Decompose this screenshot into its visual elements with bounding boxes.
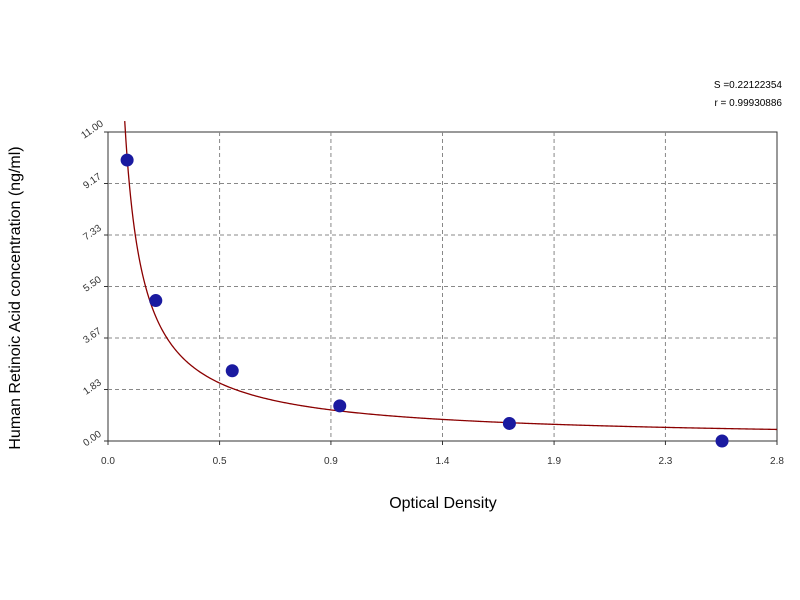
y-tick-label: 3.67 [81, 326, 104, 346]
data-point [225, 364, 239, 378]
data-points [120, 153, 729, 448]
x-axis: 0.0 0.5 0.9 1.4 1.9 2.3 2.8 [101, 441, 784, 467]
grid [108, 132, 777, 441]
y-tick-label: 5.50 [81, 274, 104, 294]
x-tick-label: 1.9 [547, 456, 561, 467]
x-tick-label: 0.0 [101, 456, 115, 467]
fit-curve [124, 121, 778, 431]
x-tick-label: 0.5 [213, 456, 227, 467]
x-tick-label: 2.3 [658, 456, 672, 467]
data-point [333, 399, 347, 413]
x-tick-label: 2.8 [770, 456, 784, 467]
y-axis-title: Human Retinoic Acid concentration (ng/ml… [7, 146, 24, 449]
y-tick-label: 7.33 [81, 223, 104, 243]
x-tick-label: 1.4 [436, 456, 450, 467]
x-axis-title: Optical Density [389, 495, 497, 512]
data-point [149, 294, 163, 308]
fit-r-statistic: r = 0.99930886 [714, 98, 782, 109]
fit-s-statistic: S =0.22122354 [713, 80, 782, 91]
data-point [715, 434, 729, 448]
x-tick-label: 0.9 [324, 456, 338, 467]
data-point [502, 416, 516, 430]
y-tick-label: 0.00 [81, 429, 104, 449]
y-tick-label: 11.00 [79, 118, 106, 141]
y-axis: 0.00 1.83 3.67 5.50 7.33 9.17 11.00 [79, 118, 108, 449]
y-tick-label: 1.83 [81, 377, 104, 397]
y-tick-label: 9.17 [81, 171, 104, 191]
data-point [120, 153, 134, 167]
